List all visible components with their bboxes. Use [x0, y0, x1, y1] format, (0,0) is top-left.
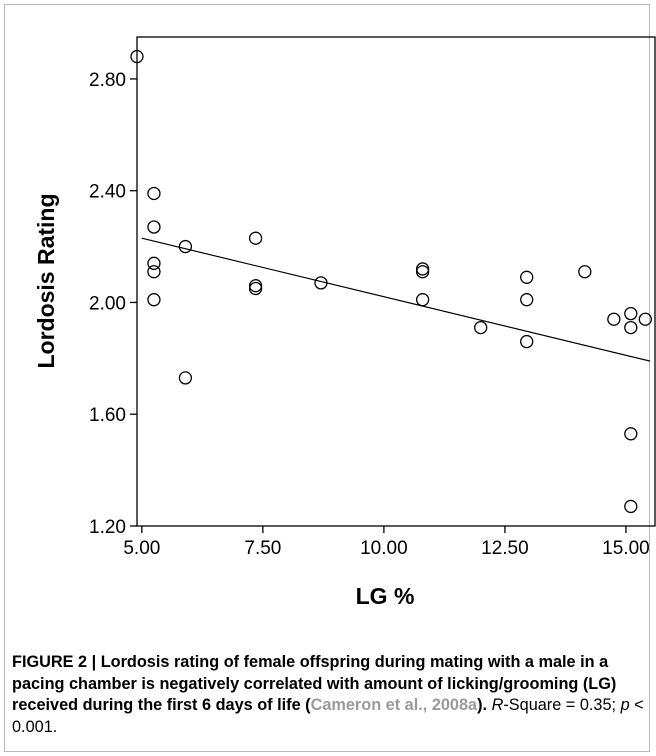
caption-text-end: ).: [477, 696, 488, 715]
data-point: [474, 320, 488, 335]
data-point: [520, 293, 534, 307]
x-tick-label: 12.50: [481, 538, 529, 559]
caption-p-symbol: p: [620, 696, 630, 715]
x-axis-title: LG %: [356, 583, 415, 609]
data-point: [520, 334, 534, 349]
data-point: [624, 320, 638, 335]
caption-r-symbol: R: [491, 696, 504, 715]
caption-text: FIGURE 2 | Lordosis rating of female off…: [12, 653, 617, 715]
y-tick-label: 1.20: [89, 517, 126, 538]
figure-frame: [4, 4, 650, 752]
data-point: [248, 279, 263, 293]
caption-p-value: < 0.001.: [12, 696, 644, 736]
y-tick-label: 1.60: [89, 405, 126, 426]
caption-reference-link[interactable]: Cameron et al., 2008a: [310, 696, 478, 715]
data-point: [147, 256, 161, 270]
x-tick-label: 10.00: [360, 538, 408, 559]
y-axis-title: Lordosis Rating: [33, 193, 59, 368]
data-point: [624, 306, 638, 321]
data-point: [147, 265, 161, 279]
data-point: [147, 293, 161, 307]
figure-caption: FIGURE 2 | Lordosis rating of female off…: [12, 652, 646, 738]
y-tick-label: 2.40: [89, 182, 126, 203]
scatter-chart: 1.20 1.60 2.00 2.40 2.80 5.00 7.50 10.00 12.50 15…: [33, 36, 656, 609]
plot-frame: [136, 36, 656, 527]
data-point: [147, 220, 161, 234]
data-point: [415, 262, 430, 276]
x-tick-label: 15.00: [602, 538, 650, 559]
data-point: [415, 293, 430, 307]
data-point: [607, 312, 621, 326]
data-point: [520, 270, 534, 284]
data-point: [578, 265, 592, 279]
data-point: [638, 312, 652, 326]
data-point: [178, 239, 193, 254]
data-point: [248, 281, 263, 296]
data-point: [415, 265, 430, 279]
data-point: [624, 499, 638, 514]
data-point: [248, 231, 263, 245]
x-tick-label: 5.00: [123, 538, 160, 559]
regression-line: [141, 237, 651, 362]
data-point: [147, 186, 161, 201]
x-tick-label: 7.50: [244, 538, 281, 559]
data-point: [130, 49, 144, 64]
data-point: [178, 371, 193, 385]
data-point: [624, 427, 638, 441]
y-tick-label: 2.80: [89, 70, 126, 91]
data-point: [314, 276, 328, 290]
caption-stats: -Square = 0.35;: [503, 696, 621, 715]
y-tick-label: 2.00: [89, 293, 126, 314]
